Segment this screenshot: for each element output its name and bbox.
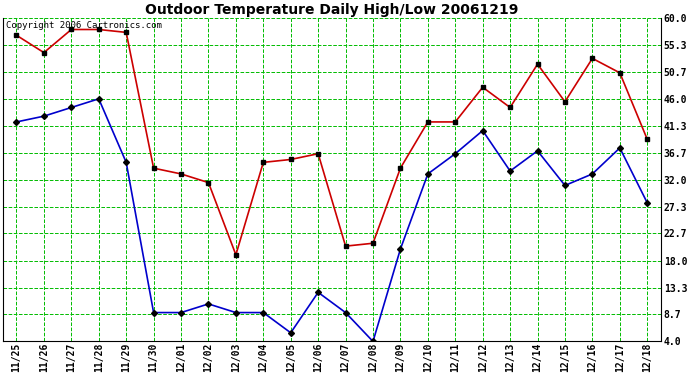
Text: Copyright 2006 Cartronics.com: Copyright 2006 Cartronics.com xyxy=(6,21,162,30)
Title: Outdoor Temperature Daily High/Low 20061219: Outdoor Temperature Daily High/Low 20061… xyxy=(145,3,519,17)
